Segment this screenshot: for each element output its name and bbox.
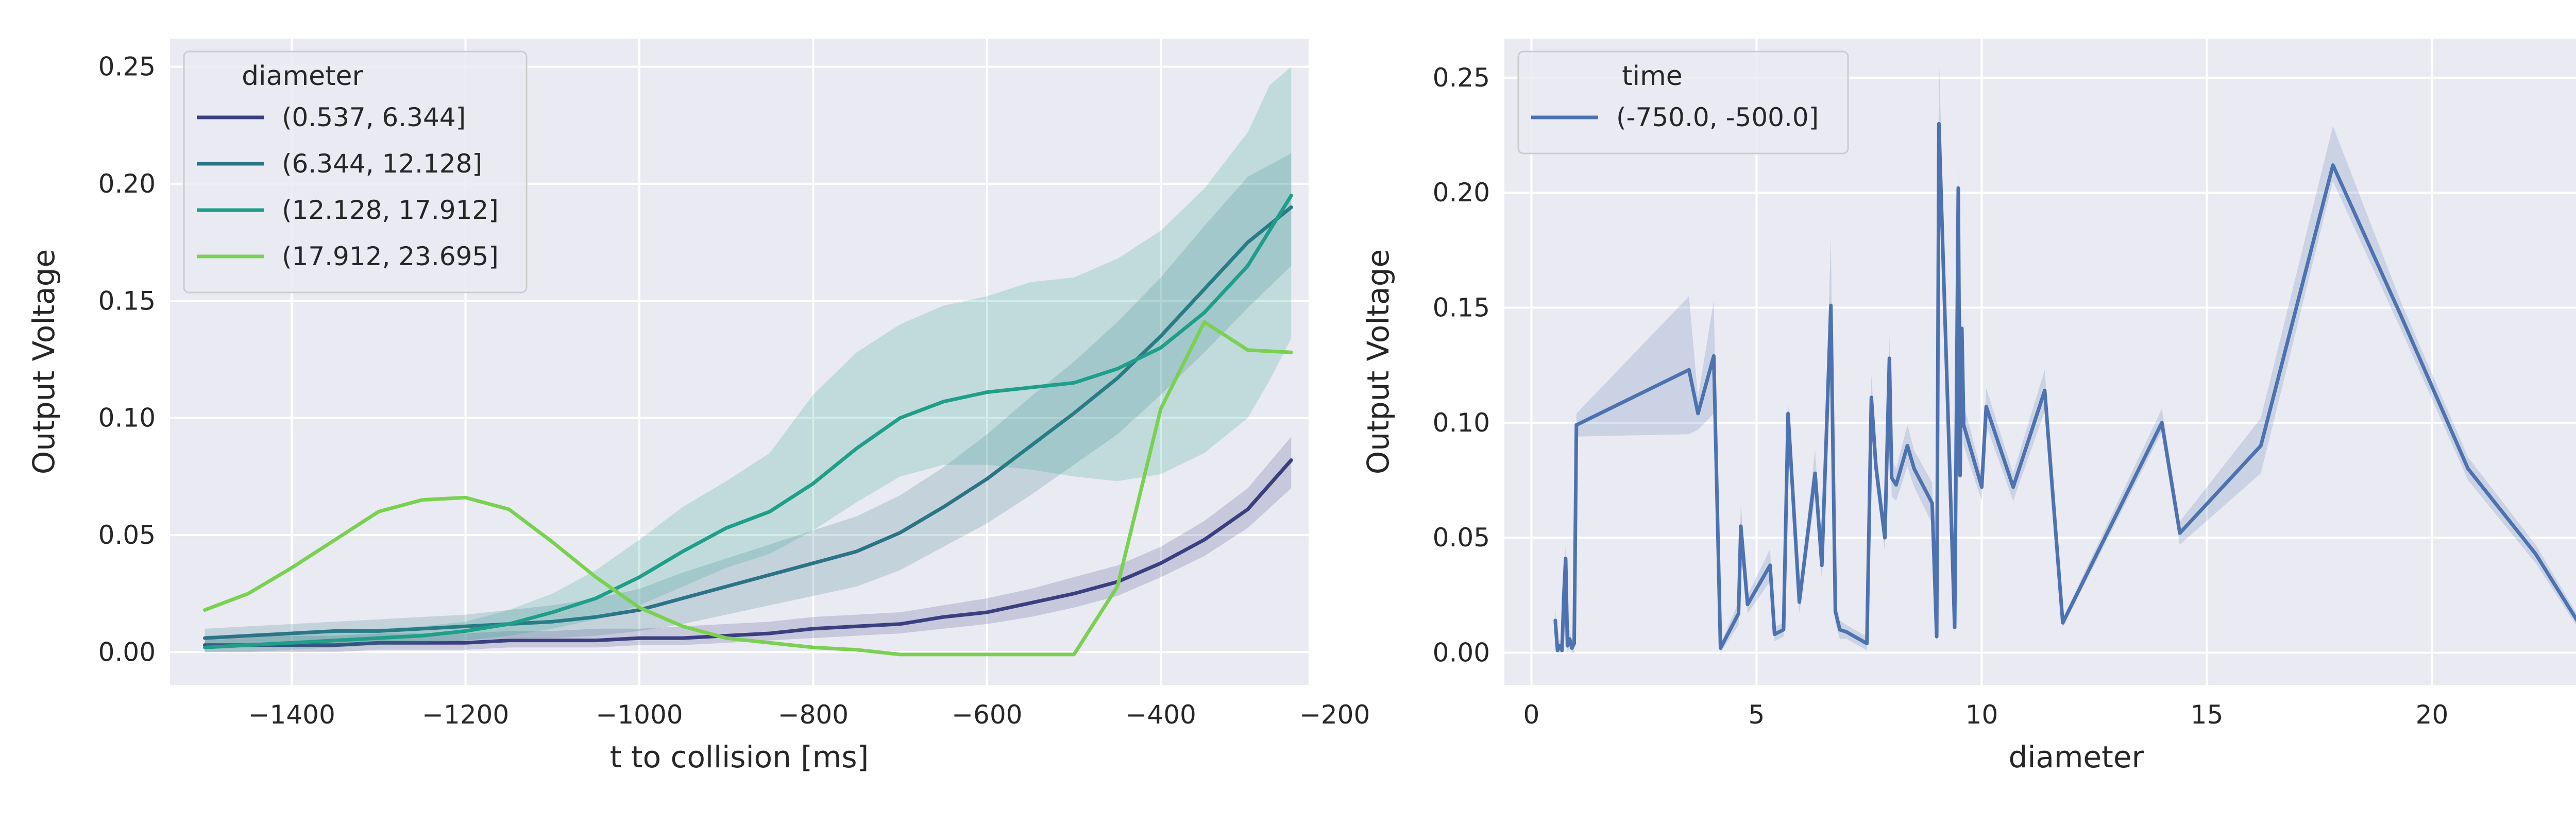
plot-marks xyxy=(203,66,1293,657)
x-axis-label: diameter xyxy=(2009,739,2144,775)
y-axis-label: Output Voltage xyxy=(26,249,61,474)
legend-entry: (-750.0, -500.0] xyxy=(1616,102,1819,132)
confidence-band-2 xyxy=(205,66,1292,652)
y-tick-label: 0.10 xyxy=(98,403,156,433)
x-tick-label: −1400 xyxy=(248,700,335,730)
series-line-1 xyxy=(203,205,1293,640)
x-tick-label: 0 xyxy=(1523,700,1540,730)
y-tick-label: 0.00 xyxy=(1433,638,1490,667)
legend-box xyxy=(183,50,528,294)
legend-title: diameter xyxy=(242,61,363,92)
x-tick-label: 15 xyxy=(2191,700,2224,730)
series-line-0 xyxy=(1553,122,2576,652)
confidence-band-0 xyxy=(205,437,1292,652)
chart-left: −1400 −1200 −1000 −800 −600 −400 −200 0.00 0.05 0… xyxy=(26,39,1370,775)
x-tick-label: −200 xyxy=(1299,700,1370,730)
x-tick-label: −800 xyxy=(778,700,849,730)
x-tick-label: −400 xyxy=(1126,700,1196,730)
legend-entry: (6.344, 12.128] xyxy=(282,149,482,179)
x-tick-label: −600 xyxy=(952,700,1022,730)
x-tick-label: −1000 xyxy=(596,700,683,730)
y-axis-label: Output Voltage xyxy=(1361,249,1396,474)
series-line-0 xyxy=(203,458,1293,647)
y-tick-label: 0.25 xyxy=(98,52,156,82)
x-tick-label: 5 xyxy=(1749,700,1765,730)
series-line-2 xyxy=(203,194,1293,649)
legend-entry: (17.912, 23.695] xyxy=(282,242,499,271)
series-line-3 xyxy=(203,320,1293,657)
legend-box xyxy=(1517,50,1849,154)
legend-entry: (12.128, 17.912] xyxy=(282,195,499,225)
x-tick-label: 10 xyxy=(1965,700,1998,730)
y-tick-label: 0.20 xyxy=(1433,178,1490,208)
y-tick-label: 0.15 xyxy=(1433,293,1490,323)
y-tick-label: 0.05 xyxy=(1433,523,1490,553)
x-axis-label: t to collision [ms] xyxy=(610,739,869,775)
y-tick-label: 0.05 xyxy=(98,520,156,550)
legend: time (-750.0, -500.0] xyxy=(1517,50,1849,154)
x-tick-label: 20 xyxy=(2416,700,2449,730)
y-tick-label: 0.20 xyxy=(98,169,156,199)
legend-title: time xyxy=(1622,61,1682,92)
y-tick-label: 0.15 xyxy=(98,286,156,316)
plot-marks xyxy=(1553,55,2576,653)
legend-entry: (0.537, 6.344] xyxy=(282,102,466,132)
y-tick-label: 0.10 xyxy=(1433,408,1490,438)
chart-right: 0 5 10 15 20 0.00 0.05 0.10 0.15 0.20 0.25 diameter… xyxy=(1361,39,2576,775)
y-tick-label: 0.25 xyxy=(1433,63,1490,93)
x-tick-label: −1200 xyxy=(422,700,509,730)
confidence-band-1 xyxy=(205,153,1292,648)
legend: diameter (0.537, 6.344] (6.344, 12.128] (12… xyxy=(183,50,528,294)
y-tick-label: 0.00 xyxy=(98,637,156,667)
